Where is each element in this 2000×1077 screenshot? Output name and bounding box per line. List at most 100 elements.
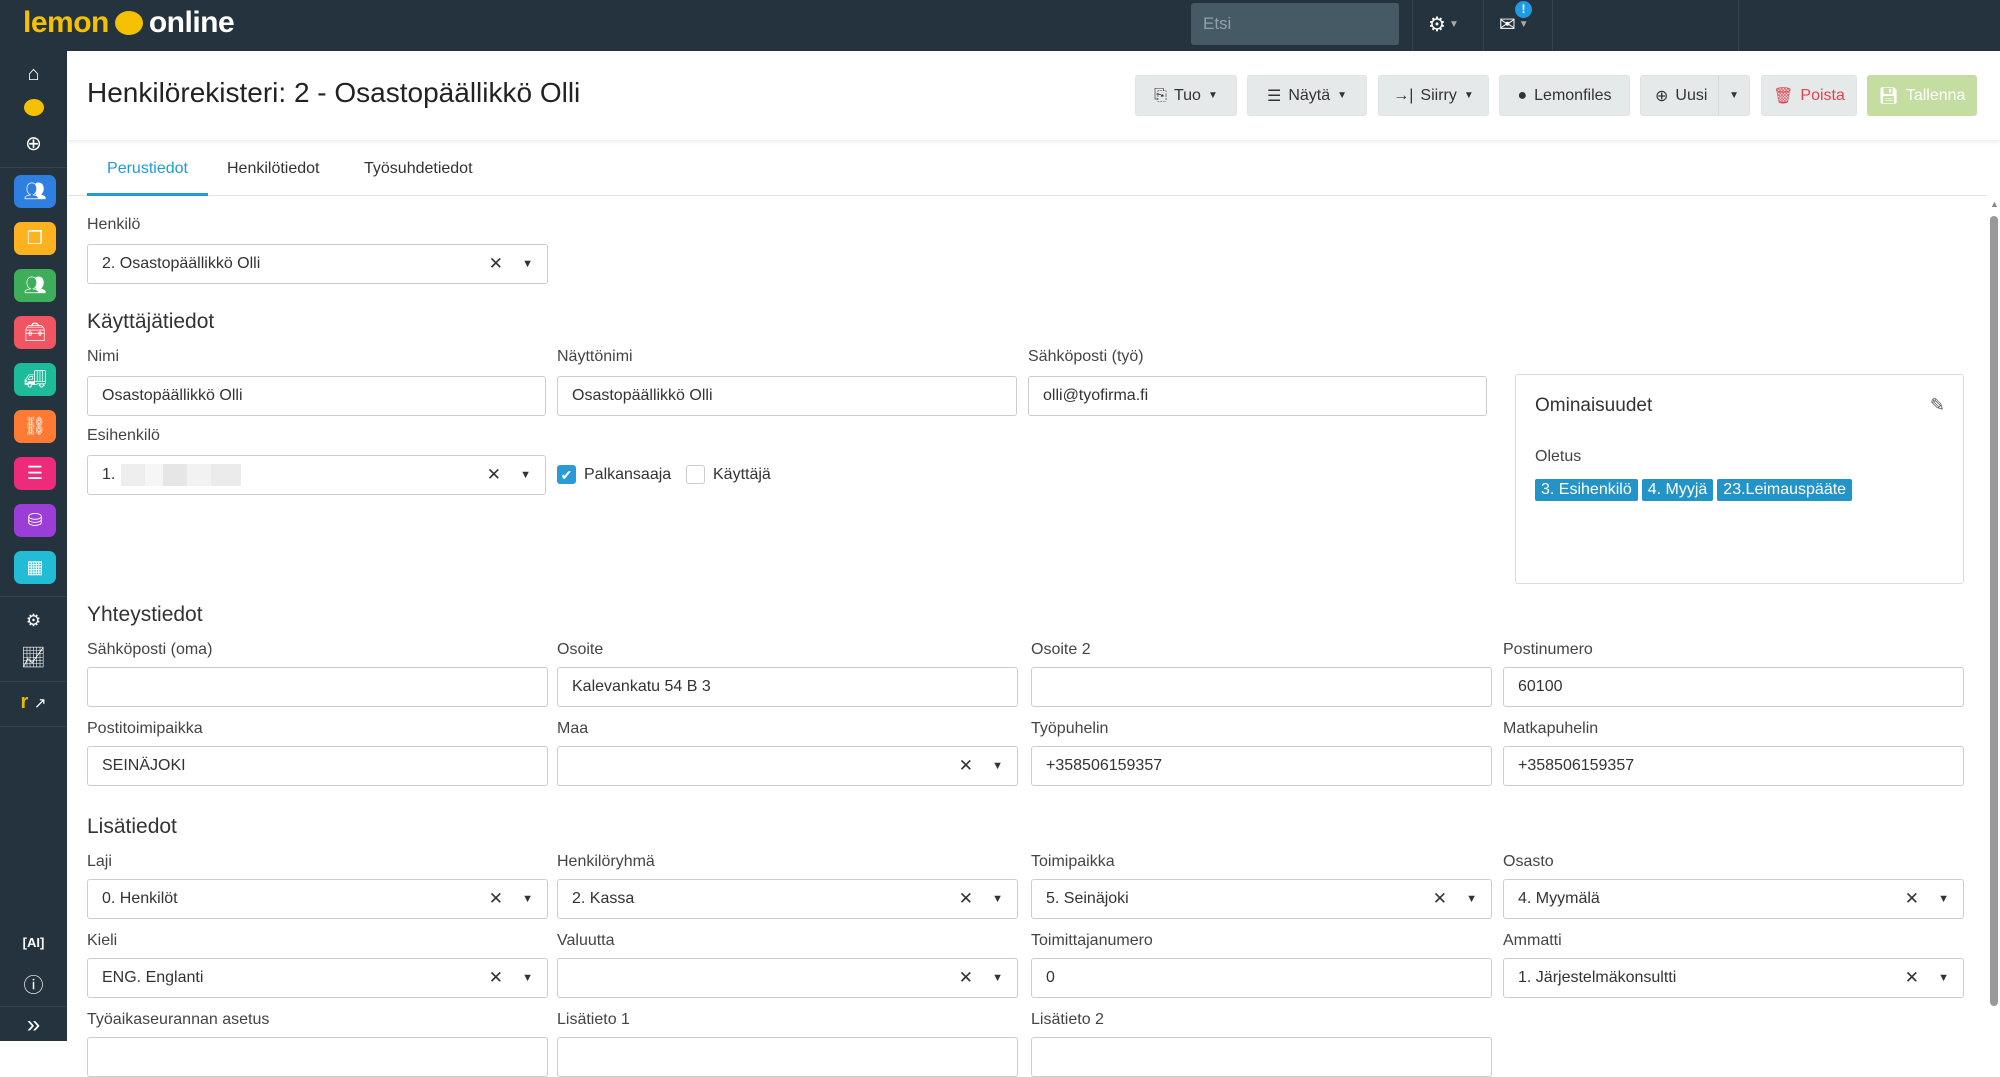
toimipaikka-label: Toimipaikka	[1031, 853, 1115, 870]
työaikaseurannan-asetus-label: Työaikaseurannan asetus	[87, 1011, 270, 1028]
osoite-2-input[interactable]	[1031, 667, 1492, 707]
ai-chip-icon[interactable]: [AI]	[22, 935, 45, 950]
conveyor-icon: ▦	[26, 557, 44, 577]
henkilo-label: Henkilö	[87, 216, 141, 233]
expand-sidebar-icon[interactable]: »	[26, 1011, 41, 1038]
tools-app[interactable]: 🧰︎	[14, 316, 56, 349]
people-app[interactable]: 👥︎	[14, 175, 56, 208]
caret-down-icon: ▼	[1337, 90, 1348, 101]
ominaisuudet-panel: Ominaisuudet ✎ Oletus 3. Esihenkilö 4. My…	[1515, 374, 1964, 584]
caret-down-icon[interactable]: ▼	[992, 893, 1003, 905]
postinumero-input[interactable]: 60100	[1503, 667, 1964, 707]
clear-icon[interactable]: ✕	[1904, 968, 1919, 987]
clear-icon[interactable]: ✕	[488, 889, 503, 908]
clear-icon[interactable]: ✕	[958, 756, 973, 775]
osoite-input[interactable]: Kalevankatu 54 B 3	[557, 667, 1018, 707]
lisätieto-2-input[interactable]	[1031, 1037, 1492, 1077]
kayttaja-checkbox[interactable]: Käyttäjä	[686, 465, 771, 484]
toolbox-icon: 🧰︎	[23, 322, 47, 342]
clear-icon[interactable]: ✕	[1432, 889, 1447, 908]
henkilo-select[interactable]: 2. Osastopäällikkö Olli ✕ ▼	[87, 244, 548, 284]
staff-app[interactable]: 👥︎	[14, 269, 56, 302]
new-button[interactable]: ⊕ Uusi ▼	[1640, 75, 1750, 116]
settings-menu[interactable]: ⚙ ▼	[1428, 12, 1459, 37]
lemonfiles-button[interactable]: ● Lemonfiles	[1499, 75, 1630, 116]
postitoimipaikka-input[interactable]: SEINÄJOKI	[87, 746, 548, 786]
työaikaseurannan-asetus-input[interactable]	[87, 1037, 548, 1077]
työpuhelin-input[interactable]: +358506159357	[1031, 746, 1492, 786]
caret-down-icon[interactable]: ▼	[522, 972, 533, 984]
caret-down-icon[interactable]: ▼	[522, 893, 533, 905]
divider	[0, 1006, 67, 1007]
sahkoposti-tyo-input[interactable]: olli@tyofirma.fi	[1028, 376, 1487, 416]
clear-icon[interactable]: ✕	[958, 968, 973, 987]
redacted-name	[121, 464, 242, 486]
delivery-app[interactable]: 🚚︎	[14, 363, 56, 396]
add-circle-icon[interactable]: ⊕	[25, 133, 42, 155]
oletus-label: Oletus	[1535, 448, 1582, 465]
scrollbar-thumb[interactable]	[1990, 216, 1998, 1006]
matkapuhelin-label: Matkapuhelin	[1503, 720, 1599, 737]
lisätieto-1-input[interactable]	[557, 1037, 1018, 1077]
tab-henkilotiedot[interactable]: Henkilötiedot	[227, 160, 320, 177]
ammatti-select[interactable]: 1. Järjestelmäkonsultti ✕ ▼	[1503, 958, 1964, 998]
field-value: 5. Seinäjoki	[1046, 890, 1129, 907]
henkilöryhmä-select[interactable]: 2. Kassa ✕ ▼	[557, 879, 1018, 919]
toimittajanumero-input[interactable]: 0	[1031, 958, 1492, 998]
clear-icon[interactable]: ✕	[488, 254, 503, 273]
nayttonimi-input[interactable]: Osastopäällikkö Olli	[557, 376, 1017, 416]
external-link-icon: ↗	[33, 695, 47, 712]
delete-button[interactable]: 🗑︎ Poista	[1761, 75, 1857, 116]
save-button[interactable]: 💾︎ Tallenna	[1867, 75, 1977, 116]
caret-down-icon[interactable]: ▼	[992, 760, 1003, 772]
new-dropdown-toggle[interactable]: ▼	[1718, 76, 1739, 115]
help-icon[interactable]: ⓘ	[23, 975, 44, 997]
tab-perustiedot[interactable]: Perustiedot	[87, 160, 208, 196]
inventory-app[interactable]: ▦	[14, 551, 56, 584]
clear-icon[interactable]: ✕	[486, 465, 501, 484]
laji-select[interactable]: 0. Henkilöt ✕ ▼	[87, 879, 548, 919]
esihenkilo-select[interactable]: 1. ✕ ▼	[87, 455, 546, 495]
workflow-app[interactable]: ⛓︎	[14, 410, 56, 443]
caret-down-icon[interactable]: ▼	[522, 258, 533, 270]
field-value: SEINÄJOKI	[102, 757, 186, 774]
logo[interactable]: lemon online	[23, 6, 235, 39]
forms-app[interactable]: ☰	[14, 457, 56, 490]
scroll-up-icon[interactable]: ▲	[1990, 199, 1999, 209]
lemon-icon[interactable]	[0, 99, 67, 122]
caret-down-icon[interactable]: ▼	[1938, 893, 1949, 905]
finance-app[interactable]: ⛁	[14, 504, 56, 537]
chart-icon[interactable]: 📈︎	[20, 647, 47, 669]
messages-menu[interactable]: ✉ ▼	[1499, 12, 1529, 37]
clear-icon[interactable]: ✕	[958, 889, 973, 908]
external-app-link[interactable]: r ↗	[0, 691, 67, 714]
maa-select[interactable]: ✕ ▼	[557, 746, 1018, 786]
kieli-select[interactable]: ENG. Englanti ✕ ▼	[87, 958, 548, 998]
scrollbar[interactable]: ▲	[1987, 196, 2000, 1041]
caret-down-icon[interactable]: ▼	[1938, 972, 1949, 984]
pencil-icon[interactable]: ✎	[1929, 395, 1945, 415]
caret-down-icon[interactable]: ▼	[1466, 893, 1477, 905]
search-input[interactable]	[1191, 3, 1399, 45]
documents-app[interactable]: ❐	[14, 222, 56, 255]
settings-gears-icon[interactable]: ⚙	[25, 611, 42, 630]
clear-icon[interactable]: ✕	[488, 968, 503, 987]
toimipaikka-select[interactable]: 5. Seinäjoki ✕ ▼	[1031, 879, 1492, 919]
goto-button[interactable]: →| Siirry ▼	[1378, 75, 1489, 116]
import-button[interactable]: ⎘ Tuo ▼	[1135, 75, 1237, 116]
show-button[interactable]: ☰ Näytä ▼	[1247, 75, 1367, 116]
nimi-input[interactable]: Osastopäällikkö Olli	[87, 376, 546, 416]
palkansaaja-checkbox[interactable]: ✔ Palkansaaja	[557, 465, 671, 484]
caret-down-icon[interactable]: ▼	[992, 972, 1003, 984]
caret-down-icon[interactable]: ▼	[520, 469, 531, 481]
clear-icon[interactable]: ✕	[1904, 889, 1919, 908]
valuutta-select[interactable]: ✕ ▼	[557, 958, 1018, 998]
osasto-select[interactable]: 4. Myymälä ✕ ▼	[1503, 879, 1964, 919]
sähköposti-oma--input[interactable]	[87, 667, 548, 707]
matkapuhelin-input[interactable]: +358506159357	[1503, 746, 1964, 786]
home-icon[interactable]: ⌂	[27, 63, 40, 85]
henkilöryhmä-label: Henkilöryhmä	[557, 853, 655, 870]
ominaisuus-tag: 23.Leimauspääte	[1717, 479, 1853, 501]
tab-tyosuhdetiedot[interactable]: Työsuhdetiedot	[364, 160, 473, 177]
arrow-to-line-icon: →|	[1393, 86, 1414, 104]
